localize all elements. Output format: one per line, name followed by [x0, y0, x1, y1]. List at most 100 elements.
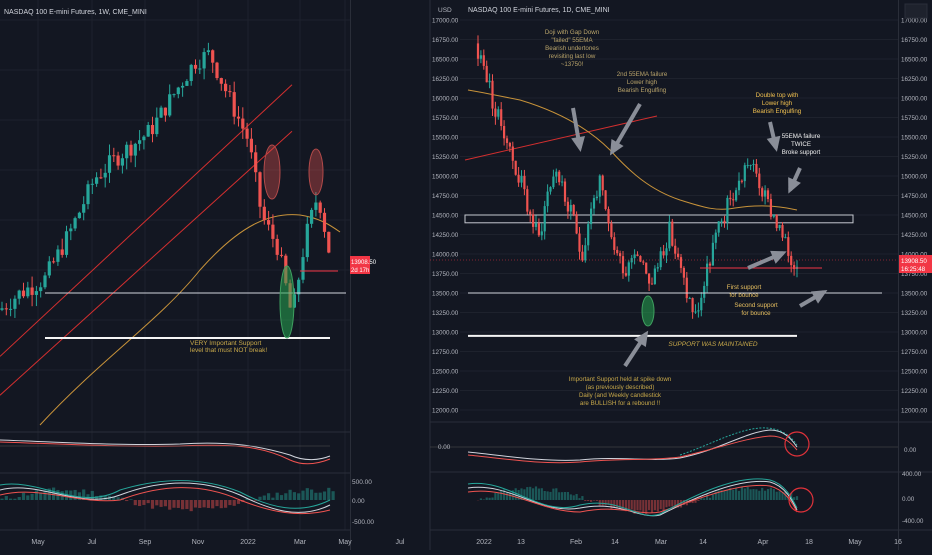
left-hist-bar	[323, 491, 326, 500]
right-y-tick-right: 12250.00	[901, 388, 928, 395]
left-hist-bar	[284, 493, 287, 500]
right-candle-body	[593, 198, 595, 208]
right-y-tick-left: 13750.00	[432, 271, 459, 278]
left-candle-body	[194, 65, 197, 69]
right-y-tick-left: 12250.00	[432, 388, 459, 395]
right-candle-body	[674, 246, 676, 254]
right-hist-tick: 400.00	[902, 471, 922, 478]
left-candle-body	[254, 152, 257, 172]
left-hist-bar	[327, 488, 330, 500]
right-hist-bar	[764, 491, 766, 500]
right-candle-body	[477, 43, 479, 58]
right-y-tick-left: 14250.00	[432, 232, 459, 239]
right-hist-bar	[596, 500, 598, 501]
right-candle-body	[639, 256, 641, 262]
right-candle-body	[657, 267, 659, 268]
left-hist-bar	[220, 500, 223, 508]
right-candle-body	[706, 264, 708, 286]
right-candle-body	[605, 190, 607, 209]
right-hist-bar	[558, 492, 560, 500]
left-candle-body	[147, 125, 150, 137]
right-y-tick-right: 16500.00	[901, 57, 928, 64]
right-hist-bar	[535, 486, 537, 500]
right-candle-body	[694, 312, 696, 313]
left-candle-body	[237, 117, 240, 119]
right-hist-bar	[642, 500, 644, 513]
right-candle-body	[538, 223, 540, 235]
right-candle-body	[486, 66, 488, 82]
left-candle-body	[61, 249, 64, 254]
right-candle-body	[544, 206, 546, 231]
right-candle-body	[535, 223, 537, 227]
right-candle-body	[491, 81, 493, 109]
left-hist-bar	[293, 492, 296, 500]
left-candle-body	[43, 275, 46, 287]
right-hist-bar	[573, 495, 575, 500]
right-hist-bar	[613, 500, 615, 507]
right-candle-body	[506, 138, 508, 143]
left-x-tick-label: May	[338, 539, 352, 546]
left-candle-body	[215, 63, 218, 78]
right-candle-body	[480, 55, 482, 58]
right-candle-body	[683, 268, 685, 278]
left-hist-bar	[207, 500, 210, 508]
left-hist-bar	[280, 495, 283, 500]
right-price-tag-value: 13908.50	[901, 258, 927, 265]
right-candle-body	[561, 182, 563, 183]
left-candle-body	[276, 239, 279, 255]
left-candle-body	[207, 50, 210, 52]
left-hist-bar	[5, 496, 8, 500]
right-y-tick-right: 12000.00	[901, 408, 928, 415]
left-candle-body	[258, 172, 261, 207]
right-candle-body	[599, 176, 601, 197]
left-candle-body	[164, 108, 167, 116]
right-candle-body	[723, 221, 725, 223]
right-price-tag-timer: 16:25:48	[901, 266, 926, 273]
left-candle-body	[129, 145, 132, 156]
right-y-tick-left: 12750.00	[432, 349, 459, 356]
right-y-tick-left: 12000.00	[432, 408, 459, 415]
left-candle-body	[185, 81, 188, 86]
left-candle-body	[246, 129, 249, 139]
right-y-tick-left: 15750.00	[432, 115, 459, 122]
right-hist-bar	[567, 492, 569, 500]
left-candle-body	[142, 137, 145, 141]
right-hist-bar	[755, 489, 757, 500]
right-hist-bar	[578, 498, 580, 500]
left-candle-body	[56, 249, 59, 261]
right-hist-bar	[671, 500, 673, 506]
right-candle-body	[645, 263, 647, 274]
right-candle-body	[648, 274, 650, 284]
right-candle-body	[680, 257, 682, 268]
right-candle-body	[671, 222, 673, 246]
right-candle-body	[715, 233, 717, 243]
left-candle-body	[18, 291, 21, 299]
right-hist-bar	[532, 488, 534, 500]
right-candle-body	[784, 237, 786, 238]
left-x-tick-label: Mar	[294, 539, 307, 546]
left-hist-tick: 500.00	[352, 479, 372, 486]
right-candle-body	[776, 215, 778, 228]
right-hist-bar	[584, 500, 586, 501]
left-hist-bar	[319, 493, 322, 500]
left-candle-body	[241, 119, 244, 129]
right-candle-body	[712, 243, 714, 266]
right-hist-bar	[750, 489, 752, 500]
left-x-tick-label: Sep	[139, 539, 152, 546]
left-candle-body	[121, 158, 124, 165]
left-hist-bar	[310, 490, 313, 500]
left-candle-body	[297, 280, 300, 295]
right-hist-bar	[752, 489, 754, 500]
right-x-tick-label: 14	[611, 539, 619, 546]
right-y-tick-right: 15750.00	[901, 115, 928, 122]
left-hist-bar	[289, 490, 292, 500]
right-candle-body	[758, 174, 760, 189]
right-candle-body	[576, 214, 578, 233]
right-candle-body	[520, 176, 522, 183]
right-hist-tick: 0.00	[902, 496, 915, 503]
right-candle-body	[512, 146, 514, 160]
left-hist-bar	[177, 500, 180, 508]
right-x-tick-label: 13	[517, 539, 525, 546]
